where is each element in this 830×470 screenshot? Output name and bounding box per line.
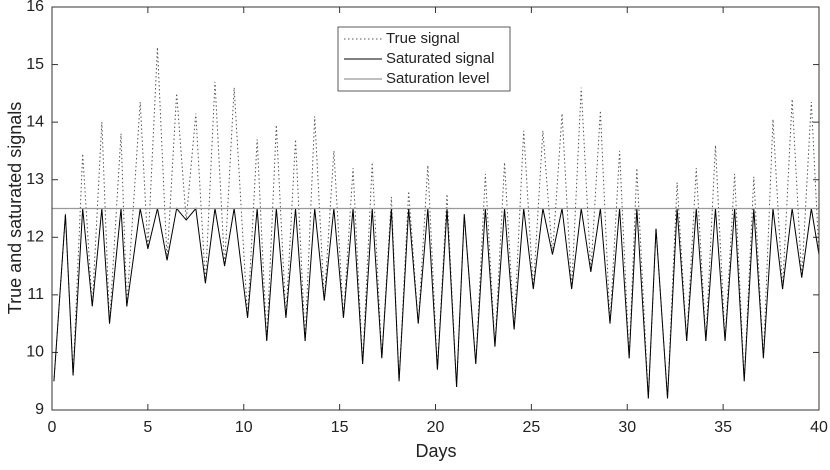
y-tick-label: 13 [26,171,44,188]
y-tick-label: 9 [35,401,44,418]
legend-label: Saturation level [386,70,489,87]
y-tick-label: 16 [26,0,44,15]
x-tick-label: 30 [618,419,636,436]
series-line [53,207,820,399]
y-tick-label: 14 [26,113,44,130]
series-line [53,47,820,399]
x-tick-label: 0 [48,419,57,436]
x-tick-label: 25 [522,419,540,436]
x-tick-label: 40 [810,419,828,436]
y-tick-label: 15 [26,56,44,73]
x-tick-label: 5 [143,419,152,436]
y-tick-label: 12 [26,229,44,246]
x-axis-label: Days [415,441,456,461]
legend-label: True signal [386,30,460,47]
y-axis-label: True and saturated signals [5,102,25,314]
x-tick-label: 20 [427,419,445,436]
y-tick-label: 11 [27,286,44,303]
x-tick-label: 10 [235,419,253,436]
x-tick-label: 15 [331,419,349,436]
x-tick-label: 35 [714,419,732,436]
y-tick-label: 10 [26,344,44,361]
legend-label: Saturated signal [386,50,494,67]
plot-frame [51,6,820,411]
